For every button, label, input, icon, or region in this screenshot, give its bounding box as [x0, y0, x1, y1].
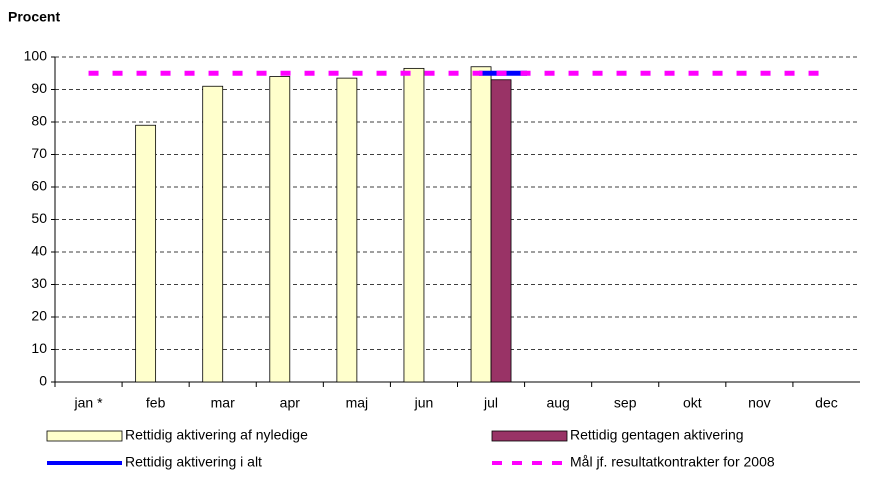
bar	[470, 66, 492, 383]
legend-label: Rettidig aktivering af nyledige	[125, 427, 308, 443]
bar	[490, 79, 512, 383]
bar	[403, 67, 425, 383]
x-tick-label: sep	[614, 395, 637, 411]
x-tick-label: apr	[280, 395, 301, 411]
y-tick-label: 40	[31, 243, 47, 259]
bar	[269, 76, 291, 383]
legend-label: Mål jf. resultatkontrakter for 2008	[570, 454, 775, 470]
legend-label: Rettidig gentagen aktivering	[570, 427, 744, 443]
x-tick-label: jun	[414, 395, 434, 411]
legend-label: Rettidig aktivering i alt	[125, 454, 262, 470]
x-tick-label: okt	[683, 395, 702, 411]
x-tick-label: maj	[346, 395, 369, 411]
y-tick-label: 0	[39, 373, 47, 389]
x-tick-label: jan *	[74, 395, 104, 411]
x-tick-label: feb	[146, 395, 166, 411]
y-tick-label: 10	[31, 340, 47, 356]
bar	[202, 85, 224, 383]
x-tick-label: mar	[211, 395, 235, 411]
y-tick-label: 60	[31, 178, 47, 194]
bar	[135, 124, 157, 383]
legend-swatch	[46, 430, 123, 442]
y-tick-label: 70	[31, 145, 47, 161]
y-tick-label: 100	[24, 48, 48, 64]
x-tick-label: nov	[748, 395, 771, 411]
chart-title: Procent	[8, 9, 60, 25]
y-tick-label: 20	[31, 308, 47, 324]
x-tick-label: aug	[546, 395, 569, 411]
y-tick-label: 30	[31, 275, 47, 291]
x-tick-label: jul	[483, 395, 498, 411]
x-tick-label: dec	[815, 395, 838, 411]
y-tick-label: 80	[31, 113, 47, 129]
y-tick-label: 50	[31, 210, 47, 226]
legend-swatch	[491, 430, 568, 442]
bar	[336, 77, 358, 383]
y-tick-label: 90	[31, 80, 47, 96]
